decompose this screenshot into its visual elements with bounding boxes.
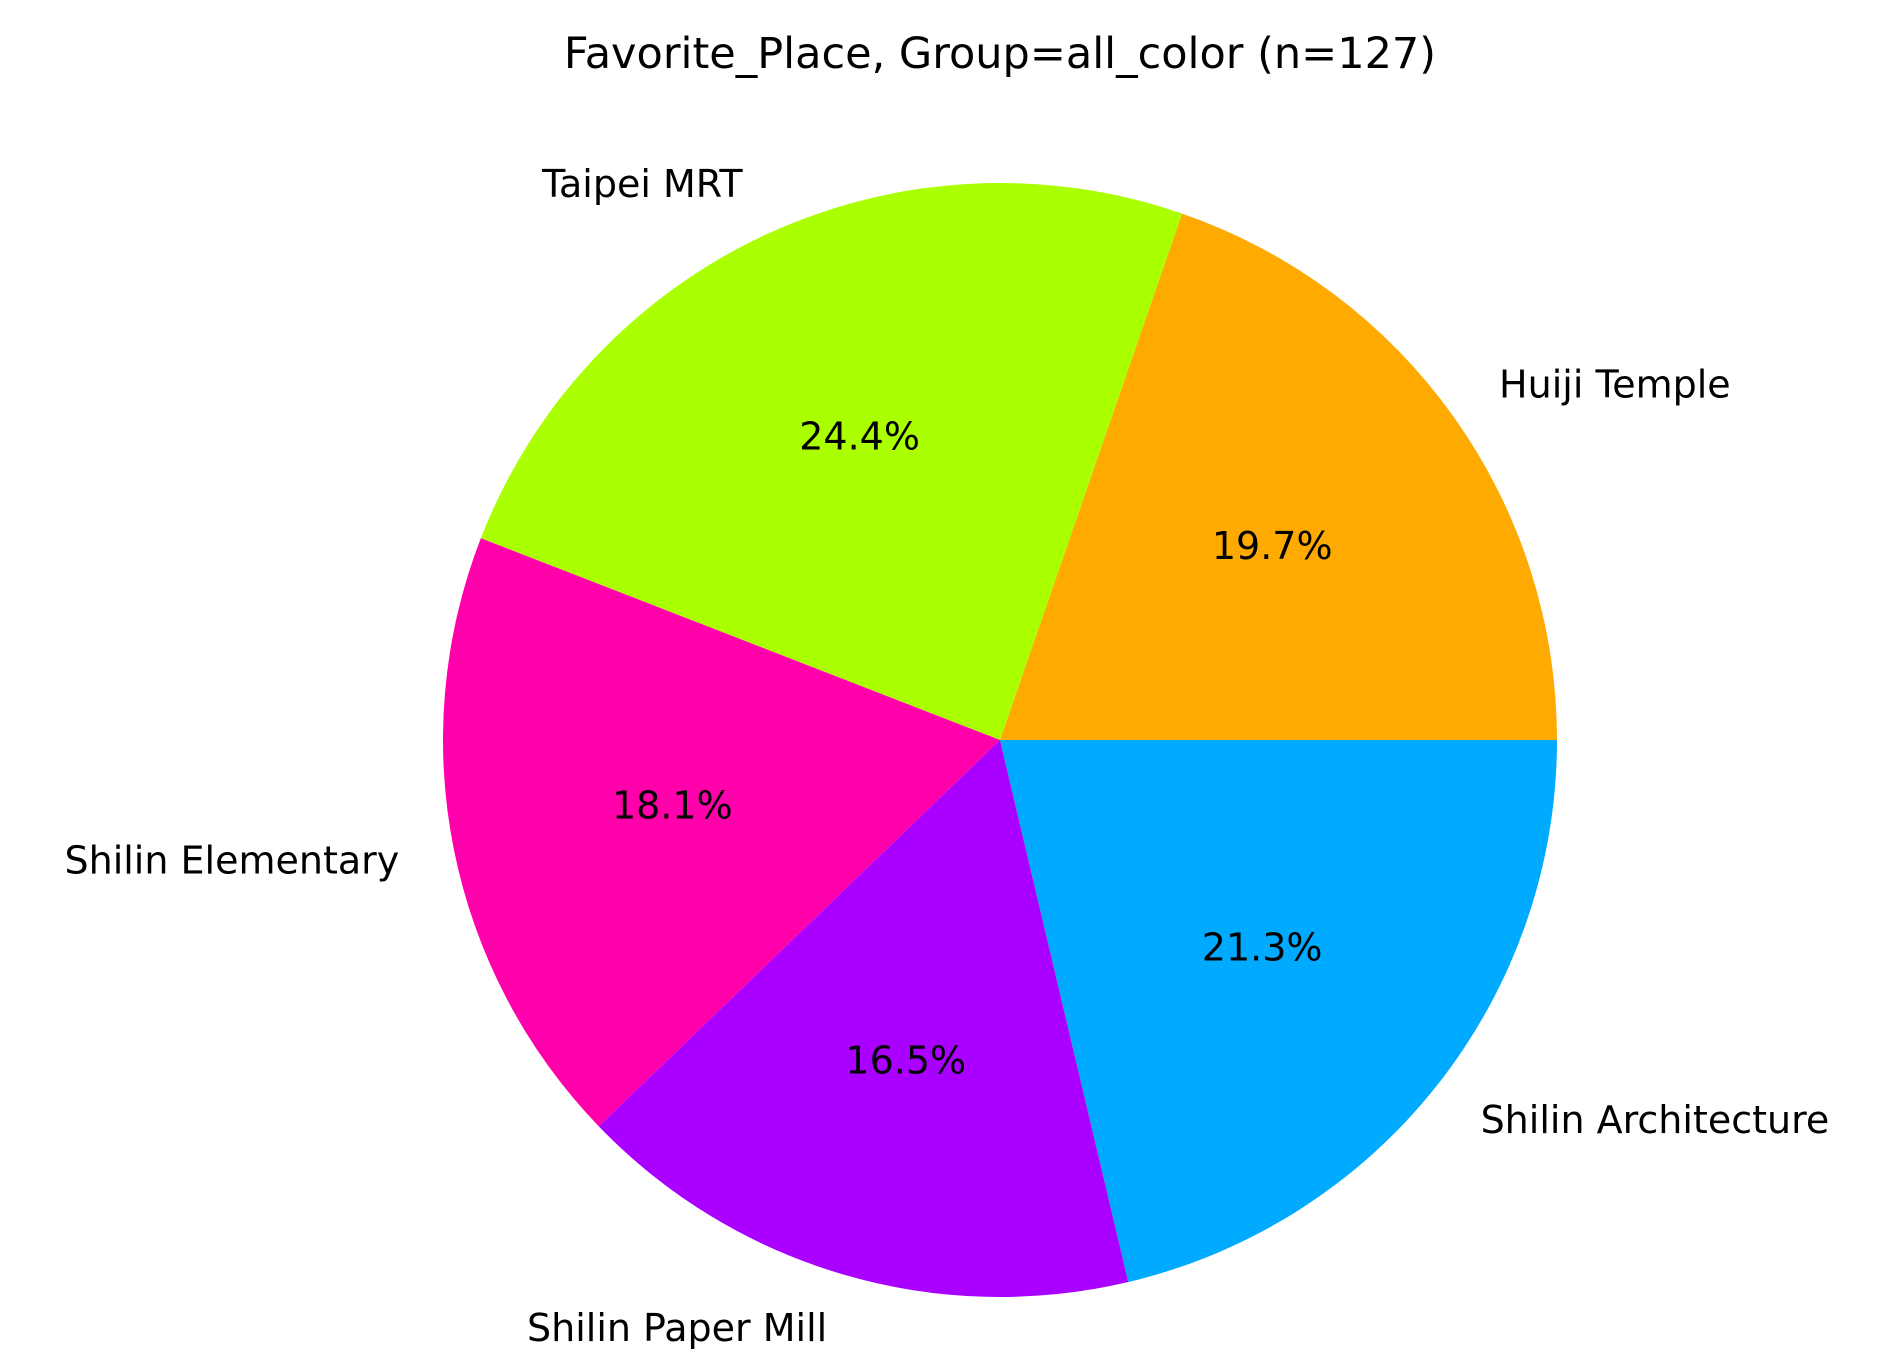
pie-slice-huiji-temple: [1000, 213, 1557, 741]
percent-label-taipei-mrt: 24.4%: [799, 415, 920, 459]
percent-label-shilin-paper-mill: 16.5%: [845, 1039, 966, 1083]
percent-label-shilin-elementary: 18.1%: [612, 784, 733, 828]
pie-slice-shilin-architecture: [1000, 740, 1557, 1283]
slice-labels: Huiji Temple Taipei MRT Shilin Elementary S…: [64, 162, 1829, 1350]
chart-title: Favorite_Place, Group=all_color (n=127): [564, 29, 1436, 79]
percent-label-huiji-temple: 19.7%: [1212, 524, 1333, 568]
percent-labels: 19.7% 24.4% 18.1% 16.5% 21.3%: [612, 415, 1333, 1083]
slice-label-taipei-mrt: Taipei MRT: [541, 162, 743, 206]
pie-slices: [443, 183, 1557, 1298]
slice-label-huiji-temple: Huiji Temple: [1499, 363, 1731, 407]
pie-slice-taipei-mrt: [480, 183, 1183, 740]
slice-label-shilin-paper-mill: Shilin Paper Mill: [527, 1306, 827, 1350]
pie-slice-shilin-elementary: [443, 538, 1000, 1127]
slice-label-shilin-elementary: Shilin Elementary: [64, 838, 399, 882]
percent-label-shilin-architecture: 21.3%: [1202, 925, 1323, 969]
pie-slice-shilin-paper-mill: [598, 740, 1129, 1298]
slice-label-shilin-architecture: Shilin Architecture: [1481, 1098, 1830, 1142]
